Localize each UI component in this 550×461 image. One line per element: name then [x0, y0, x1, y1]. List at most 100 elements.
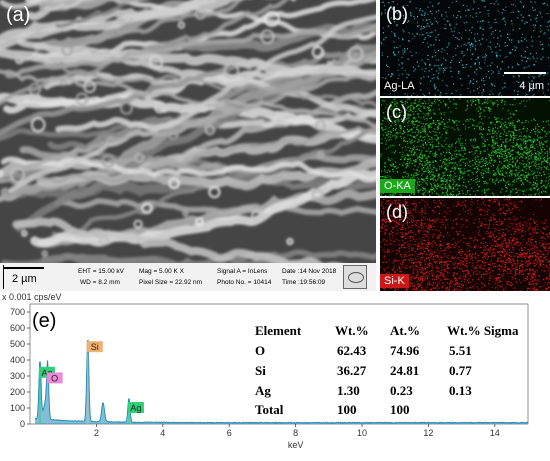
map-signal-dot: [506, 262, 507, 263]
map-signal-dot: [548, 120, 549, 121]
map-signal-dot: [395, 129, 396, 130]
map-signal-dot: [543, 244, 544, 245]
map-signal-dot: [417, 158, 418, 159]
map-signal-dot: [476, 69, 477, 70]
map-signal-dot: [452, 281, 453, 282]
map-signal-dot: [415, 138, 416, 139]
map-signal-dot: [476, 59, 477, 60]
map-signal-dot: [465, 149, 466, 150]
map-signal-dot: [534, 156, 535, 157]
map-signal-dot: [494, 215, 495, 216]
map-signal-dot: [388, 26, 389, 27]
map-signal-dot: [423, 147, 424, 148]
map-signal-dot: [417, 287, 418, 288]
map-signal-dot: [487, 164, 488, 165]
map-signal-dot: [440, 232, 441, 233]
map-signal-dot: [517, 161, 518, 162]
map-signal-dot: [533, 129, 534, 130]
map-signal-dot: [442, 80, 443, 81]
map-signal-dot: [456, 206, 457, 207]
map-signal-dot: [511, 4, 512, 5]
map-signal-dot: [494, 220, 495, 221]
map-signal-dot: [381, 202, 382, 203]
map-signal-dot: [535, 255, 536, 256]
map-signal-dot: [418, 278, 419, 279]
map-signal-dot: [429, 93, 430, 94]
map-signal-dot: [533, 25, 534, 26]
map-signal-dot: [542, 137, 543, 138]
map-signal-dot: [419, 212, 420, 213]
map-signal-dot: [427, 204, 428, 205]
map-signal-dot: [424, 210, 425, 211]
map-signal-dot: [444, 158, 445, 159]
map-signal-dot: [528, 241, 529, 242]
map-signal-dot: [422, 155, 423, 156]
map-signal-dot: [548, 287, 549, 288]
map-signal-dot: [526, 168, 527, 169]
map-signal-dot: [502, 175, 503, 176]
map-signal-dot: [490, 109, 491, 110]
map-signal-dot: [467, 257, 468, 258]
map-signal-dot: [430, 123, 431, 124]
map-signal-dot: [524, 67, 525, 68]
map-signal-dot: [443, 192, 444, 193]
map-signal-dot: [516, 224, 517, 225]
map-signal-dot: [466, 64, 467, 65]
map-signal-dot: [416, 135, 417, 136]
map-signal-dot: [387, 66, 388, 67]
map-signal-dot: [512, 49, 513, 50]
map-signal-dot: [424, 95, 425, 96]
map-signal-dot: [514, 128, 515, 129]
map-signal-dot: [391, 139, 392, 140]
map-signal-dot: [460, 144, 461, 145]
map-signal-dot: [424, 106, 425, 107]
map-signal-dot: [430, 162, 431, 163]
map-signal-dot: [409, 162, 410, 163]
map-signal-dot: [469, 257, 470, 258]
map-signal-dot: [466, 220, 467, 221]
map-signal-dot: [454, 273, 455, 274]
map-signal-dot: [509, 131, 510, 132]
map-signal-dot: [437, 290, 438, 291]
map-signal-dot: [431, 289, 432, 290]
map-signal-dot: [408, 173, 409, 174]
map-signal-dot: [537, 252, 538, 253]
map-signal-dot: [497, 100, 498, 101]
map-signal-dot: [419, 185, 420, 186]
map-signal-dot: [522, 157, 523, 158]
map-signal-dot: [471, 139, 472, 140]
map-signal-dot: [410, 244, 411, 245]
map-signal-dot: [405, 259, 406, 260]
map-signal-dot: [490, 275, 491, 276]
map-signal-dot: [424, 205, 425, 206]
map-signal-dot: [494, 278, 495, 279]
map-signal-dot: [500, 254, 501, 255]
map-signal-dot: [411, 280, 412, 281]
map-signal-dot: [483, 245, 484, 246]
map-signal-dot: [385, 128, 386, 129]
map-signal-dot: [534, 188, 535, 189]
map-signal-dot: [501, 119, 502, 120]
map-signal-dot: [439, 166, 440, 167]
map-signal-dot: [548, 169, 549, 170]
map-signal-dot: [494, 175, 495, 176]
panel-label-b: (b): [386, 4, 408, 25]
map-signal-dot: [436, 59, 437, 60]
map-signal-dot: [407, 134, 408, 135]
map-signal-dot: [393, 128, 394, 129]
map-signal-dot: [462, 219, 463, 220]
map-signal-dot: [456, 195, 457, 196]
map-signal-dot: [403, 53, 404, 54]
map-signal-dot: [416, 127, 417, 128]
map-signal-dot: [384, 232, 385, 233]
map-signal-dot: [488, 189, 489, 190]
map-signal-dot: [523, 273, 524, 274]
map-signal-dot: [475, 48, 476, 49]
map-signal-dot: [426, 151, 427, 152]
map-signal-dot: [530, 218, 531, 219]
map-signal-dot: [448, 158, 449, 159]
map-signal-dot: [462, 271, 463, 272]
map-signal-dot: [536, 164, 537, 165]
map-signal-dot: [528, 175, 529, 176]
map-signal-dot: [418, 267, 419, 268]
